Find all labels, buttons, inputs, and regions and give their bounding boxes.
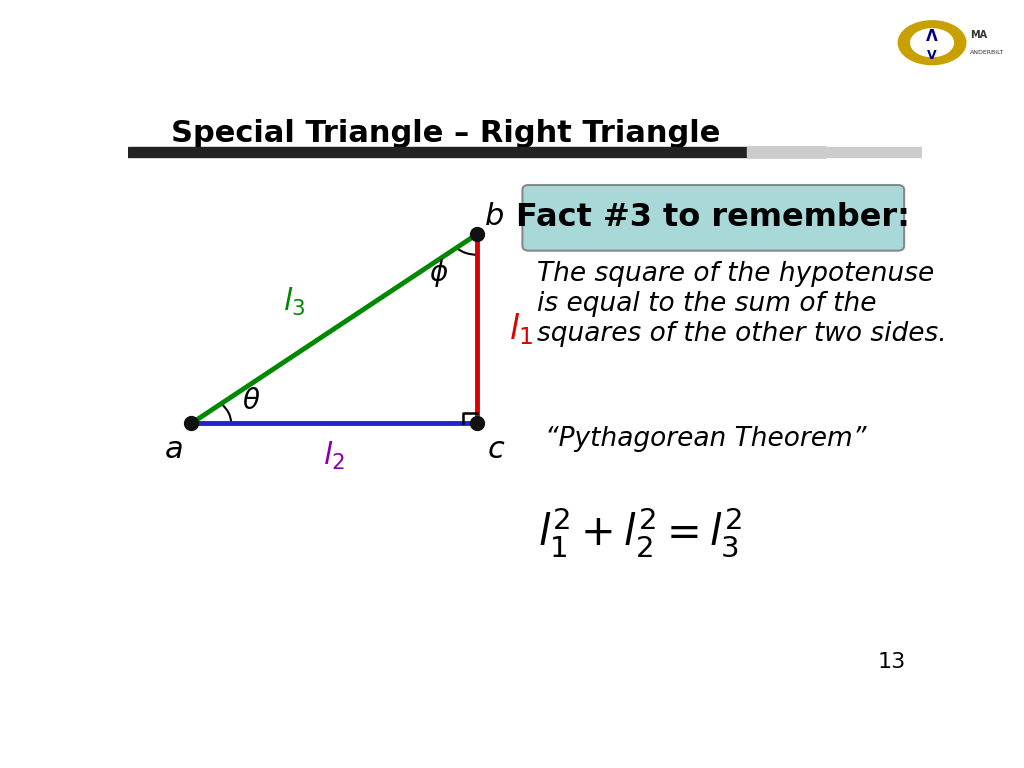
Text: c: c <box>487 435 505 465</box>
Text: $\phi$: $\phi$ <box>429 257 449 289</box>
Text: Special Triangle – Right Triangle: Special Triangle – Right Triangle <box>171 119 720 147</box>
Text: Fact #3 to remember:: Fact #3 to remember: <box>516 202 910 233</box>
Text: $l_1$: $l_1$ <box>509 311 532 346</box>
Text: 13: 13 <box>878 652 905 672</box>
Text: “Pythagorean Theorem”: “Pythagorean Theorem” <box>545 426 866 452</box>
Text: b: b <box>485 202 505 231</box>
Bar <box>748 147 922 157</box>
Text: MA: MA <box>971 31 987 41</box>
Text: $l_2$: $l_2$ <box>324 440 345 472</box>
Bar <box>128 148 922 150</box>
Text: ANDERBILT: ANDERBILT <box>971 51 1005 55</box>
Bar <box>128 147 826 157</box>
Text: V: V <box>928 49 937 62</box>
FancyBboxPatch shape <box>522 185 904 250</box>
Text: Λ: Λ <box>926 29 938 45</box>
Text: $\theta$: $\theta$ <box>242 387 260 415</box>
Circle shape <box>910 29 953 57</box>
Circle shape <box>898 21 966 65</box>
Text: $l_1^2 + l_2^2 = l_3^2$: $l_1^2 + l_2^2 = l_3^2$ <box>538 506 741 559</box>
Text: a: a <box>165 435 183 465</box>
Text: The square of the hypotenuse
is equal to the sum of the
squares of the other two: The square of the hypotenuse is equal to… <box>537 260 946 346</box>
Text: $l_3$: $l_3$ <box>284 286 306 318</box>
